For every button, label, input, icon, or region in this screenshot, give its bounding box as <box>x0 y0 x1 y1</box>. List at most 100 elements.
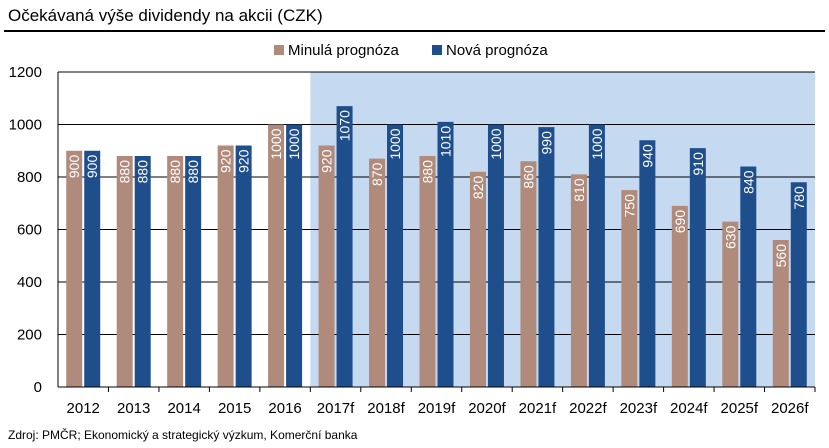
x-tick-label: 2025f <box>721 400 759 417</box>
y-tick-label: 800 <box>17 169 42 186</box>
bar-minula-prognoza <box>570 174 587 387</box>
bar-value-label: 910 <box>690 152 706 176</box>
legend-item: Nová prognóza <box>432 42 548 59</box>
x-tick-label: 2020f <box>468 400 506 417</box>
bar-minula-prognoza <box>520 161 537 387</box>
bar-value-label: 780 <box>791 186 807 210</box>
category-group: 900 900 <box>66 150 101 387</box>
bar-nova-prognoza <box>639 140 656 387</box>
x-tick-label: 2015 <box>218 400 251 417</box>
bar-value-label: 690 <box>672 210 688 234</box>
gridlines <box>58 71 815 335</box>
bar-minula-prognoza <box>621 190 638 387</box>
bar-nova-prognoza <box>790 182 807 387</box>
bar-value-label: 1000 <box>488 128 504 159</box>
x-tick-label: 2012 <box>67 400 100 417</box>
legend-swatch <box>274 45 284 55</box>
bar-nova-prognoza <box>588 124 605 387</box>
bar-nova-prognoza <box>185 156 202 387</box>
bar-value-label: 860 <box>520 165 536 189</box>
bar-value-label: 820 <box>470 176 486 200</box>
x-tick-label: 2021f <box>519 400 557 417</box>
x-tick-label: 2023f <box>620 400 658 417</box>
category-group: 880 880 <box>116 156 151 387</box>
bar-value-label: 560 <box>773 244 789 268</box>
chart-title: Očekávaná výše dividendy na akcii (CZK) <box>8 6 323 25</box>
bar-value-label: 1000 <box>268 128 284 159</box>
x-tick-label: 2022f <box>569 400 607 417</box>
x-tick-label: 2014 <box>167 400 200 417</box>
x-tick-label: 2019f <box>418 400 456 417</box>
x-tick-label: 2026f <box>771 400 809 417</box>
legend-item: Minulá prognóza <box>274 42 400 59</box>
bar-minula-prognoza <box>671 205 688 387</box>
bar-value-label: 920 <box>319 149 335 173</box>
x-tick-label: 2013 <box>117 400 150 417</box>
y-tick-label: 600 <box>17 222 42 239</box>
bar-minula-prognoza <box>217 145 234 387</box>
bar-value-label: 1010 <box>438 126 454 157</box>
y-tick-label: 1200 <box>9 64 42 81</box>
bar-nova-prognoza <box>740 166 757 387</box>
bar-minula-prognoza <box>116 156 133 387</box>
bar-value-label: 810 <box>571 178 587 202</box>
y-tick-label: 0 <box>34 379 42 396</box>
bar-value-label: 840 <box>740 170 756 194</box>
bar-nova-prognoza <box>286 124 303 387</box>
bar-minula-prognoza <box>722 221 739 387</box>
x-tick-label: 2018f <box>367 400 405 417</box>
bar-minula-prognoza <box>369 158 386 387</box>
bar-minula-prognoza <box>318 145 335 387</box>
legend-label: Nová prognóza <box>446 42 548 59</box>
bar-value-label: 630 <box>722 225 738 249</box>
category-group: 560 780 <box>772 182 807 387</box>
category-group: 690 910 <box>671 148 706 387</box>
source-note: Zdroj: PMČR; Ekonomický a strategický vý… <box>8 428 358 442</box>
legend-label: Minulá prognóza <box>288 42 400 59</box>
legend: Minulá prognóza Nová prognóza <box>274 42 548 59</box>
bar-minula-prognoza <box>268 124 285 387</box>
category-group: 750 940 <box>621 140 656 387</box>
bar-nova-prognoza <box>235 145 252 387</box>
x-tick-label: 2024f <box>670 400 708 417</box>
bar-minula-prognoza <box>419 156 436 387</box>
bar-value-label: 880 <box>117 160 133 184</box>
bar-value-label: 880 <box>167 160 183 184</box>
y-tick-label: 200 <box>17 327 42 344</box>
category-group: 630 840 <box>722 166 757 387</box>
category-group: 820 1000 <box>469 124 504 387</box>
bar-nova-prognoza <box>487 124 504 387</box>
bar-value-label: 940 <box>639 144 655 168</box>
title-divider <box>4 30 825 32</box>
bar-value-label: 900 <box>66 155 82 179</box>
bar-value-label: 880 <box>420 160 436 184</box>
category-group: 1000 1000 <box>268 124 303 387</box>
bar-nova-prognoza <box>387 124 404 387</box>
bar-value-label: 1000 <box>589 128 605 159</box>
category-group: 810 1000 <box>570 124 605 387</box>
bar-minula-prognoza <box>469 171 486 387</box>
legend-swatch <box>432 45 442 55</box>
axes: 0 200 400 600 800 1000 1200 2012 2013 2014 2015 201… <box>9 64 816 417</box>
category-group: 880 880 <box>167 156 202 387</box>
bar-nova-prognoza <box>437 121 454 387</box>
category-group: 920 920 <box>217 145 252 387</box>
bar-value-label: 920 <box>218 149 234 173</box>
bar-value-label: 870 <box>369 162 385 186</box>
y-tick-label: 1000 <box>9 117 42 134</box>
bar-minula-prognoza <box>66 150 83 387</box>
bar-value-label: 900 <box>84 155 100 179</box>
bar-value-label: 1000 <box>387 128 403 159</box>
bar-value-label: 920 <box>236 149 252 173</box>
bar-value-label: 1000 <box>286 128 302 159</box>
bar-nova-prognoza <box>538 127 555 387</box>
x-tick-label: 2017f <box>317 400 355 417</box>
bar-nova-prognoza <box>689 148 706 387</box>
bar-nova-prognoza <box>134 156 151 387</box>
